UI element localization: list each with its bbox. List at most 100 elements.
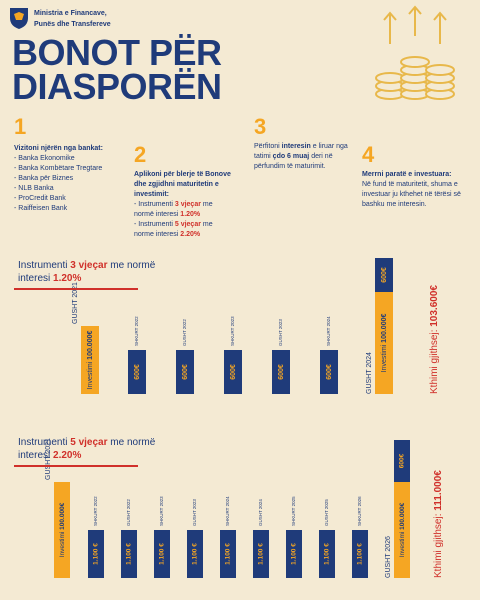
- payment-bar: [320, 350, 338, 394]
- payment-amount: 1.100 €: [93, 543, 100, 565]
- payment-amount: 1.100 €: [192, 543, 199, 565]
- payment-bar: [220, 530, 236, 578]
- step: 4 Merrni paratë e investuara: Në fund të…: [362, 144, 474, 210]
- step-text: Aplikoni për blerje të Bonove dhe zgjidh…: [134, 170, 234, 240]
- ministry-line: Punës dhe Transfereve: [34, 21, 111, 28]
- payment-amount: 600€: [230, 364, 237, 380]
- payment-amount: 1.100 €: [225, 543, 232, 565]
- text: - Instrumenti: [134, 201, 175, 208]
- step-number: 3: [254, 114, 267, 139]
- step-number: 2: [134, 142, 147, 167]
- text: çdo 6 muaj: [272, 153, 310, 160]
- payment-bar: [187, 530, 203, 578]
- term: 3 vjeçar: [70, 260, 108, 271]
- text: me normë interesi: [18, 260, 156, 284]
- payment-bar: [176, 350, 194, 394]
- investment-word: Investimi: [399, 532, 406, 558]
- text: - Instrumenti: [134, 221, 175, 228]
- title-line: DIASPORËN: [12, 66, 222, 107]
- term: 5 vjeçar: [70, 437, 108, 448]
- date-label: GUSHT 2021: [72, 282, 79, 324]
- bank: - ProCredit Bank: [14, 195, 66, 202]
- bank: - NLB Banka: [14, 185, 54, 192]
- step-intro: Aplikoni për blerje të Bonove dhe zgjidh…: [134, 171, 231, 198]
- rate: 1.20%: [180, 211, 201, 218]
- payment-amount: 1.100 €: [324, 543, 331, 565]
- timeline-label: Instrumenti 5 vjeçar me normë interesi 2…: [18, 436, 168, 462]
- total-label: Kthimi gjithsej:: [429, 327, 440, 394]
- payment-bar: [286, 530, 302, 578]
- total-return: Kthimi gjithsej: 103.600€: [429, 285, 440, 394]
- investment-amount: 100.000€: [399, 502, 406, 529]
- step-text: Merrni paratë e investuara: Në fund të m…: [362, 170, 474, 210]
- underline: [14, 288, 138, 290]
- date-label: GUSHT 2022: [182, 319, 187, 346]
- investment-bar: [375, 292, 393, 394]
- date-label: GUSHT 2026: [385, 536, 392, 578]
- bank: - Raiffeisen Bank: [14, 205, 68, 212]
- total-amount: 111.000€: [433, 470, 444, 511]
- investment-bar: [81, 326, 99, 394]
- interest-bar: [394, 440, 410, 482]
- payment-bar: [224, 350, 242, 394]
- option: - Instrumenti 3 vjeçar me normë interesi…: [134, 200, 234, 220]
- timeline-label: Instrumenti 3 vjeçar me normë interesi 1…: [18, 259, 168, 285]
- date-label: SHKURT 2026: [357, 496, 362, 526]
- payment-amount: 600€: [182, 364, 189, 380]
- total-amount: 103.600€: [429, 285, 440, 327]
- date-label: GUSHT 2024: [366, 352, 373, 394]
- rate: 1.20%: [53, 273, 82, 284]
- text: Në fund të maturitetit, shuma e investua…: [362, 181, 461, 208]
- step-text: Përfitoni interesin e liruar nga tatimi …: [254, 142, 349, 172]
- title-line: BONOT PËR: [12, 32, 222, 73]
- rate: 2.20%: [180, 231, 201, 238]
- total-label: Kthimi gjithsej:: [433, 511, 444, 578]
- payment-bar: [88, 530, 104, 578]
- date-label: SHKURT 2024: [326, 316, 331, 346]
- investment-label: Investimi 100.000€: [59, 502, 66, 557]
- title: BONOT PËR DIASPORËN: [12, 32, 222, 107]
- term: 3 vjeçar: [174, 201, 201, 208]
- payment-bar: [128, 350, 146, 394]
- date-label: GUSHT 2023: [192, 499, 197, 526]
- rate: 2.20%: [53, 450, 82, 461]
- payment-amount: 1.100 €: [357, 543, 364, 565]
- bank: - Banka Ekonomike: [14, 155, 75, 162]
- term: 5 vjeçar: [174, 221, 201, 228]
- investment-word: Investimi: [87, 361, 94, 389]
- ministry-name: Ministria e Financave, Punës dhe Transfe…: [34, 8, 111, 30]
- interest-amount: 600€: [381, 267, 388, 283]
- option: - Instrumenti 5 vjeçar me norme interesi…: [134, 220, 234, 240]
- payment-amount: 1.100 €: [126, 543, 133, 565]
- investment-word: Investimi: [381, 344, 388, 372]
- bank: - Banka Kombëtare Tregtare: [14, 165, 103, 172]
- payment-bar: [154, 530, 170, 578]
- step-number: 1: [14, 114, 27, 139]
- interest-amount: 600€: [399, 453, 406, 468]
- coins-icon: [375, 5, 455, 100]
- step-text: Vizitoni njërën nga bankat: - Banka Ekon…: [14, 144, 124, 214]
- ministry-line: Ministria e Financave,: [34, 10, 107, 17]
- payment-bar: [253, 530, 269, 578]
- payment-amount: 1.100 €: [159, 543, 166, 565]
- text: Instrumenti: [18, 437, 71, 448]
- date-label: GUSHT 2024: [258, 499, 263, 526]
- step-number: 4: [362, 142, 375, 167]
- date-label: GUSHT 2022: [126, 499, 131, 526]
- investment-label: Investimi 100.000€: [399, 502, 406, 557]
- investment-label: Investimi 100.000€: [87, 331, 94, 390]
- date-label: SHKURT 2022: [134, 316, 139, 346]
- text: Përfitoni: [254, 143, 282, 150]
- investment-amount: 100.000€: [381, 314, 388, 343]
- investment-bar: [394, 482, 410, 578]
- payment-amount: 600€: [326, 364, 333, 380]
- investment-label: Investimi 100.000€: [381, 314, 388, 373]
- step: 3 Përfitoni interesin e liruar nga tatim…: [254, 116, 349, 172]
- emblem: [10, 8, 28, 29]
- investment-amount: 100.000€: [59, 502, 66, 529]
- text: e liruar nga tatimi: [254, 143, 348, 160]
- payment-bar: [121, 530, 137, 578]
- total-return: Kthimi gjithsej: 111.000€: [433, 470, 444, 578]
